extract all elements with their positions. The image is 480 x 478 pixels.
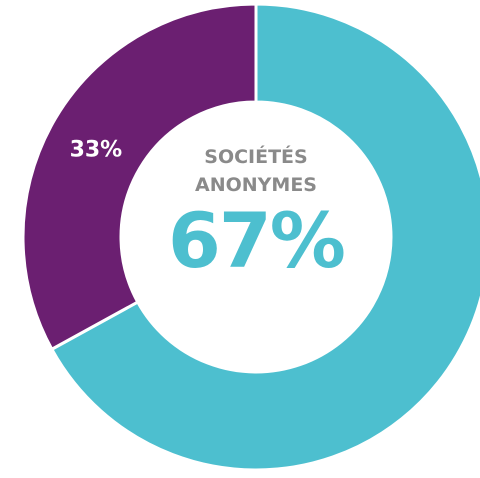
value-label: 33% xyxy=(70,137,123,162)
segment-name: SOCIÉTÉS ANONYMES xyxy=(195,146,317,196)
center-value-label: 67% xyxy=(168,196,346,285)
segment xyxy=(49,2,480,472)
segment xyxy=(21,2,258,352)
